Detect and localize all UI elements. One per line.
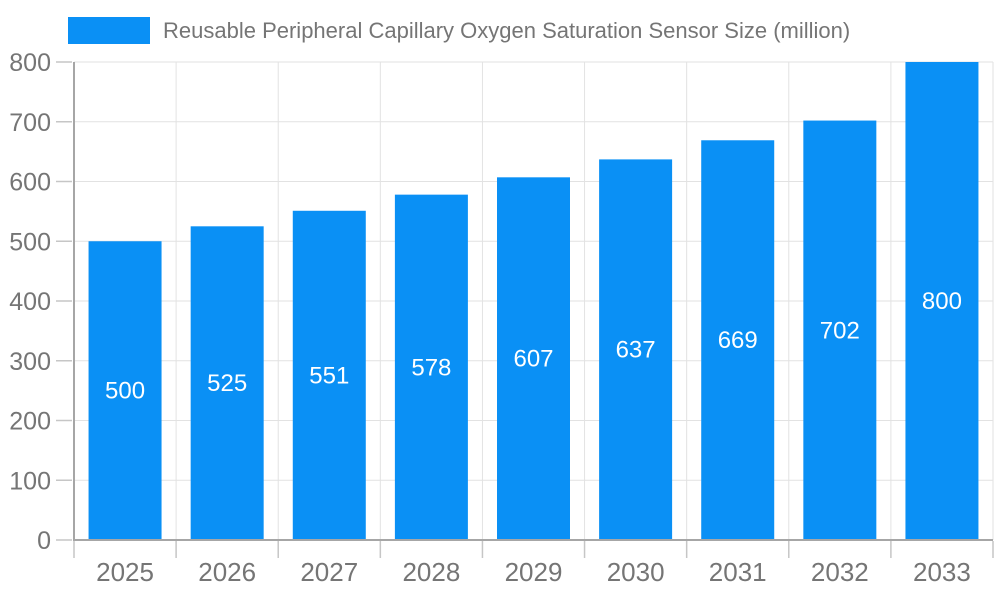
legend-swatch-icon <box>68 17 150 44</box>
x-axis-label: 2027 <box>300 557 358 587</box>
bar-2031[interactable] <box>701 140 775 540</box>
y-axis-label: 200 <box>9 408 51 436</box>
x-axis-label: 2029 <box>505 557 563 587</box>
bar-2029[interactable] <box>497 177 570 540</box>
bar-value-label: 525 <box>207 370 247 397</box>
legend-item[interactable]: Reusable Peripheral Capillary Oxygen Sat… <box>68 17 850 44</box>
bar-2030[interactable] <box>599 159 673 540</box>
y-axis-label: 300 <box>9 348 51 376</box>
y-axis-label: 0 <box>37 527 51 555</box>
bar-value-label: 607 <box>513 346 553 373</box>
bar-2027[interactable] <box>292 210 366 540</box>
x-axis-label: 2030 <box>607 557 665 587</box>
x-axis-label: 2028 <box>402 557 460 587</box>
bar-value-label: 637 <box>616 337 656 364</box>
bar-value-label: 551 <box>309 362 349 389</box>
y-axis-label: 500 <box>9 228 51 256</box>
bar-value-label: 578 <box>411 354 451 381</box>
bar-2028[interactable] <box>394 194 468 540</box>
bar-2026[interactable] <box>190 226 264 540</box>
bar-2032[interactable] <box>803 120 877 541</box>
y-axis-label: 400 <box>9 288 51 316</box>
x-axis-label: 2033 <box>913 557 971 587</box>
x-axis-label: 2026 <box>198 557 256 587</box>
y-axis-label: 700 <box>9 109 51 137</box>
x-axis-label: 2025 <box>96 557 154 587</box>
legend-label: Reusable Peripheral Capillary Oxygen Sat… <box>163 18 851 43</box>
x-axis-label: 2032 <box>811 557 869 587</box>
bar-2025[interactable] <box>88 241 162 540</box>
bar-value-label: 702 <box>820 317 860 344</box>
y-axis-label: 800 <box>9 49 51 77</box>
y-axis-label: 600 <box>9 169 51 197</box>
bar-value-label: 500 <box>105 378 145 405</box>
bar-value-label: 669 <box>718 327 758 354</box>
bar-2033[interactable] <box>905 62 979 540</box>
y-axis-label: 100 <box>9 467 51 495</box>
bar-value-label: 800 <box>922 288 962 315</box>
x-axis-label: 2031 <box>709 557 767 587</box>
